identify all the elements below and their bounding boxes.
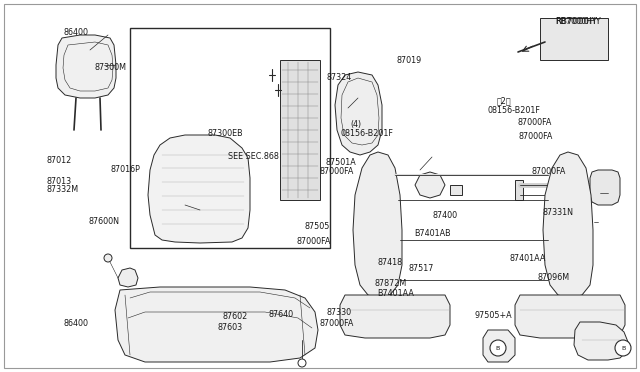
Text: （2）: （2） xyxy=(497,97,511,106)
Polygon shape xyxy=(483,330,515,362)
Text: 87324: 87324 xyxy=(326,73,351,82)
Text: 87000FA: 87000FA xyxy=(531,167,566,176)
Text: 87096M: 87096M xyxy=(538,273,570,282)
Polygon shape xyxy=(574,322,628,360)
Text: 87300EB: 87300EB xyxy=(207,129,243,138)
Text: B7401AB: B7401AB xyxy=(415,229,451,238)
Polygon shape xyxy=(515,295,625,338)
Polygon shape xyxy=(450,185,462,195)
Text: 87000FA: 87000FA xyxy=(320,167,355,176)
Text: 87000FA: 87000FA xyxy=(518,132,553,141)
Text: 86400: 86400 xyxy=(64,319,89,328)
Text: 87300M: 87300M xyxy=(95,63,127,72)
Text: 87640: 87640 xyxy=(269,310,294,319)
Circle shape xyxy=(298,359,306,367)
Text: B: B xyxy=(496,346,500,350)
Text: 08156-B201F: 08156-B201F xyxy=(488,106,541,115)
Text: 87505: 87505 xyxy=(305,222,330,231)
Text: 87019: 87019 xyxy=(397,56,422,65)
Polygon shape xyxy=(540,18,608,60)
Polygon shape xyxy=(115,287,318,362)
Circle shape xyxy=(615,340,631,356)
Text: 87602: 87602 xyxy=(223,312,248,321)
Text: 87332M: 87332M xyxy=(46,185,78,194)
Polygon shape xyxy=(353,152,402,298)
Bar xyxy=(130,28,330,248)
Text: 97505+A: 97505+A xyxy=(475,311,513,320)
Polygon shape xyxy=(543,152,593,298)
Text: 87000FA: 87000FA xyxy=(517,118,552,126)
Text: 87872M: 87872M xyxy=(374,279,406,288)
Polygon shape xyxy=(340,295,450,338)
Polygon shape xyxy=(280,60,320,200)
Text: 87330: 87330 xyxy=(326,308,351,317)
Text: 87016P: 87016P xyxy=(110,165,140,174)
Text: 87603: 87603 xyxy=(218,323,243,332)
Text: SEE SEC.868: SEE SEC.868 xyxy=(228,152,278,161)
Text: B7401AA: B7401AA xyxy=(378,289,415,298)
Polygon shape xyxy=(56,35,116,98)
Bar xyxy=(515,180,523,200)
Polygon shape xyxy=(148,135,250,243)
Text: RB7000HY: RB7000HY xyxy=(556,17,597,26)
Text: 87013: 87013 xyxy=(46,177,71,186)
Bar xyxy=(600,180,608,200)
Text: B: B xyxy=(621,346,625,350)
Text: 87000FA: 87000FA xyxy=(320,319,355,328)
Text: 86400: 86400 xyxy=(64,28,89,36)
Bar xyxy=(570,42,584,52)
Text: 87600N: 87600N xyxy=(88,217,119,226)
Polygon shape xyxy=(590,170,620,205)
Polygon shape xyxy=(335,72,382,155)
Text: 87517: 87517 xyxy=(408,264,434,273)
Text: (4): (4) xyxy=(351,120,362,129)
Bar xyxy=(546,24,564,52)
Text: 87501A: 87501A xyxy=(325,158,356,167)
Circle shape xyxy=(104,254,112,262)
Bar xyxy=(570,24,584,38)
Text: 87401AA: 87401AA xyxy=(509,254,546,263)
Text: 87400: 87400 xyxy=(433,211,458,219)
Polygon shape xyxy=(118,268,138,287)
Text: RB7000HY: RB7000HY xyxy=(556,17,601,26)
Polygon shape xyxy=(415,172,445,198)
Text: 08156-B201F: 08156-B201F xyxy=(340,129,394,138)
Text: 87331N: 87331N xyxy=(543,208,573,217)
Circle shape xyxy=(490,340,506,356)
Text: 87418: 87418 xyxy=(378,258,403,267)
Text: 87000FA: 87000FA xyxy=(297,237,332,246)
Bar xyxy=(586,24,604,52)
Text: 87012: 87012 xyxy=(46,156,71,165)
